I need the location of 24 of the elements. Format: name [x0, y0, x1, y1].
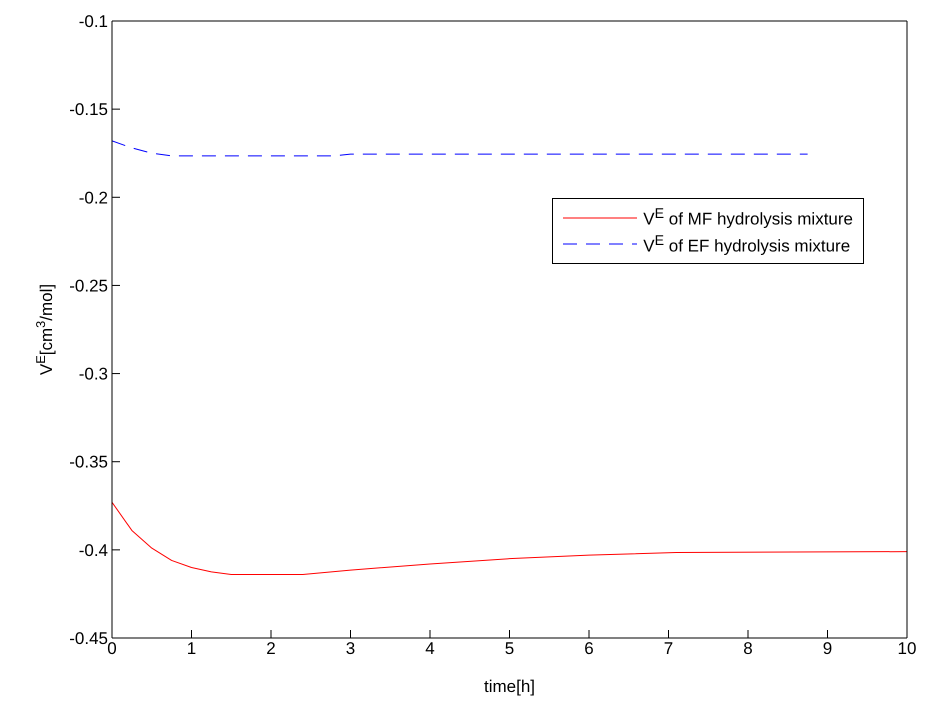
legend-label: V$^{E}$ of EF hydrolysis mixture [643, 232, 850, 256]
y-tick-label: -0.45 [69, 629, 108, 648]
line-series [112, 502, 907, 576]
line-series [112, 140, 808, 156]
x-tick-label: 0 [107, 639, 117, 658]
x-tick-label: 5 [504, 639, 514, 658]
x-tick-label: 1 [186, 639, 196, 658]
x-axis-title: time[h] [484, 677, 536, 696]
y-tick-label: -0.35 [69, 452, 108, 472]
x-tick-label: 4 [425, 639, 435, 658]
y-tick-label: -0.15 [69, 100, 108, 120]
x-tick-label: 3 [346, 639, 356, 658]
x-tick-label: 6 [584, 639, 594, 658]
x-tick-label: 7 [664, 639, 674, 658]
x-tick-label: 2 [266, 639, 276, 658]
legend-label: V$^{E}$ of MF hydrolysis mixture [643, 206, 853, 230]
y-tick-label: -0.1 [78, 12, 108, 32]
y-tick-label: -0.4 [78, 540, 108, 560]
y-tick-label: -0.25 [69, 276, 108, 296]
y-tick-label: -0.3 [78, 364, 108, 384]
x-tick-label: 10 [898, 639, 916, 658]
x-tick-label: 8 [743, 639, 753, 658]
y-tick-label: -0.2 [78, 188, 108, 208]
x-tick-label: 9 [822, 639, 832, 658]
